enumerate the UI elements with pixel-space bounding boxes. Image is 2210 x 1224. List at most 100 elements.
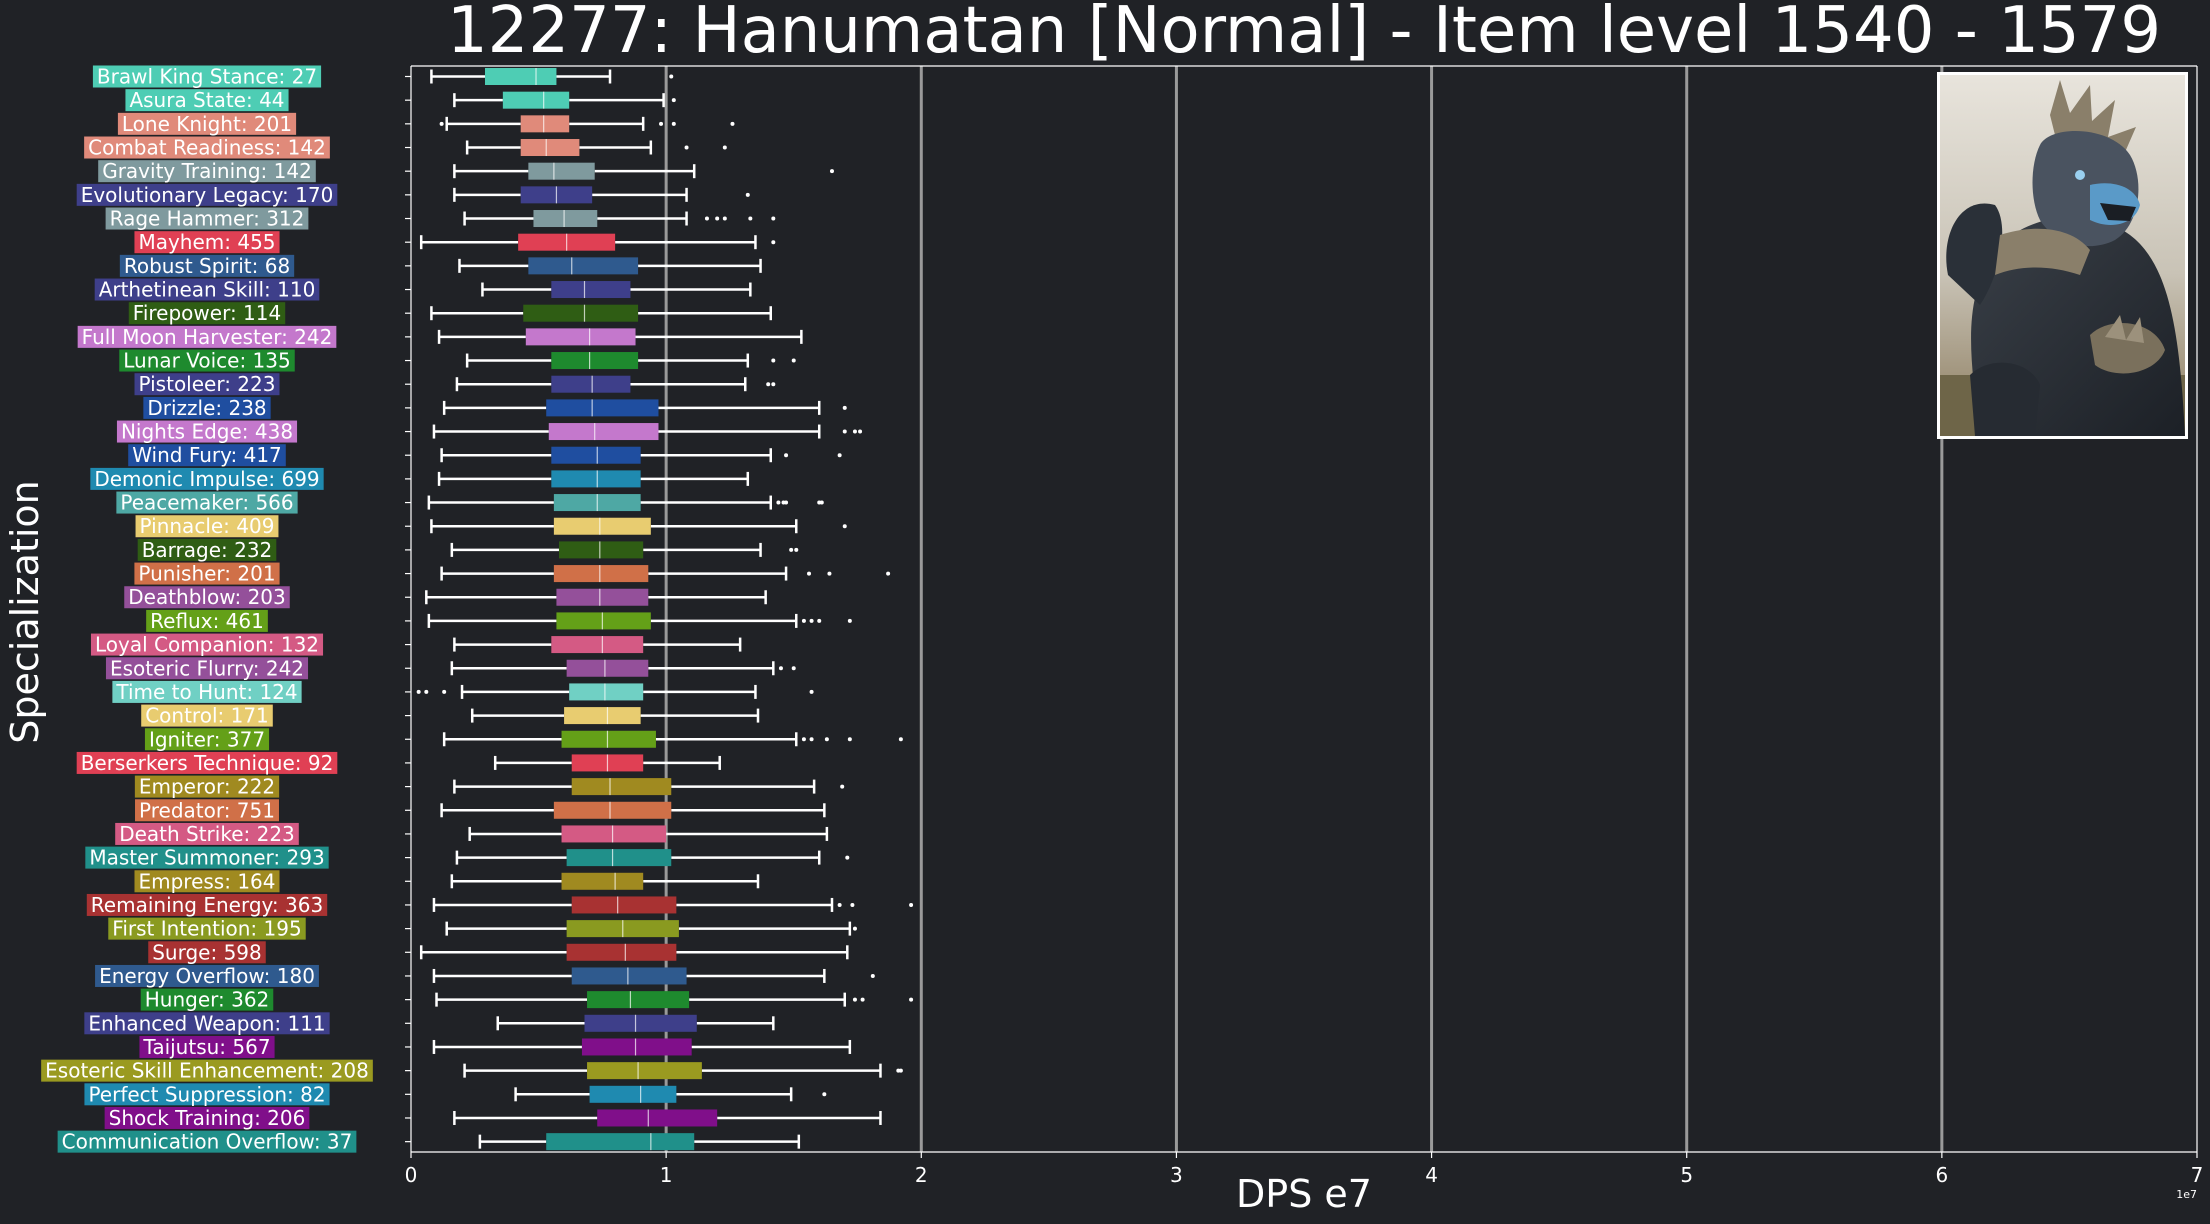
box <box>587 1062 702 1080</box>
y-tick-label: Deathblow: 203 <box>128 585 286 609</box>
outlier-point <box>684 145 689 150</box>
outlier-point <box>771 382 776 387</box>
y-tick-label: Barrage: 232 <box>142 538 273 562</box>
outlier-point <box>659 121 664 126</box>
y-tick-label: Lunar Voice: 135 <box>123 349 290 373</box>
y-tick-label-background <box>135 799 279 822</box>
boss-portrait-drawing <box>1940 75 2185 436</box>
y-tick-label: Time to Hunt: 124 <box>115 680 297 704</box>
y-tick-label-background <box>90 467 324 490</box>
outlier-point <box>860 997 865 1002</box>
outlier-point <box>845 855 850 860</box>
box <box>551 352 639 370</box>
y-tick-label-background <box>134 775 280 798</box>
y-tick-label: Berserkers Technique: 92 <box>81 751 334 775</box>
y-tick-label-background <box>119 349 295 372</box>
y-tick-label: Energy Overflow: 180 <box>99 964 315 988</box>
box <box>561 730 656 748</box>
y-tick-label-background <box>84 1012 330 1035</box>
box <box>528 257 639 275</box>
y-tick-label-background <box>105 207 309 230</box>
box <box>571 967 687 985</box>
box <box>533 210 598 228</box>
y-tick-label: Loyal Companion: 132 <box>95 633 319 657</box>
y-tick-label-background <box>85 846 329 869</box>
outlier-point <box>745 192 750 197</box>
y-tick-label: Hunger: 362 <box>145 988 270 1012</box>
y-tick-label-background <box>124 586 290 609</box>
box <box>589 1085 677 1103</box>
outlier-point <box>847 737 852 742</box>
y-tick-label-background <box>98 160 316 183</box>
box <box>520 139 580 157</box>
y-tick-label: Rage Hammer: 312 <box>110 207 305 231</box>
outlier-point <box>748 216 753 221</box>
outlier-point <box>850 902 855 907</box>
x-offset-label: 1e7 <box>2176 1188 2197 1201</box>
y-tick-label: Perfect Suppression: 82 <box>88 1082 325 1106</box>
y-tick-label: First Intention: 195 <box>112 917 301 941</box>
outlier-point <box>439 121 444 126</box>
outlier-point <box>840 784 845 789</box>
chart-title: 12277: Hanumatan [Normal] - Item level 1… <box>446 0 2162 68</box>
y-tick-label: Arthetinean Skill: 110 <box>99 278 316 302</box>
x-tick-label: 3 <box>1170 1163 1183 1187</box>
box <box>556 612 651 630</box>
box <box>502 91 570 109</box>
outlier-point <box>898 737 903 742</box>
y-tick-label-background <box>117 112 297 135</box>
outlier-point <box>886 571 891 576</box>
outlier-point <box>847 618 852 623</box>
outlier-point <box>852 429 857 434</box>
box <box>571 896 677 914</box>
y-tick-label-background <box>95 964 319 987</box>
box <box>566 943 677 961</box>
y-tick-label-background <box>134 231 280 254</box>
box <box>556 588 649 606</box>
box <box>587 991 690 1009</box>
y-tick-label-background <box>144 728 270 751</box>
box <box>551 446 641 464</box>
y-tick-label-background <box>143 396 271 419</box>
y-tick-label-background <box>105 657 309 680</box>
x-tick-label: 6 <box>1935 1163 1948 1187</box>
y-tick-label: Lone Knight: 201 <box>122 112 292 136</box>
y-tick-label-background <box>116 420 298 443</box>
y-tick-label-background <box>141 704 273 727</box>
y-tick-label-background <box>125 89 289 112</box>
y-tick-label-background <box>86 893 328 916</box>
outlier-point <box>909 997 914 1002</box>
box <box>597 1109 718 1127</box>
outlier-point <box>778 666 783 671</box>
box <box>525 328 636 346</box>
outlier-point <box>794 547 799 552</box>
box <box>561 872 644 890</box>
y-tick-label-background <box>77 325 337 348</box>
outlier-point <box>837 902 842 907</box>
y-tick-label-background <box>128 302 286 325</box>
x-tick-label: 7 <box>2191 1163 2204 1187</box>
y-tick-label: Wind Fury: 417 <box>132 443 282 467</box>
y-tick-label: Communication Overflow: 37 <box>62 1130 353 1154</box>
box <box>553 801 672 819</box>
y-tick-label: Remaining Energy: 363 <box>91 893 323 917</box>
box <box>551 375 631 393</box>
y-tick-label: Gravity Training: 142 <box>102 159 312 183</box>
x-tick-label: 0 <box>405 1163 418 1187</box>
outlier-point <box>842 405 847 410</box>
box <box>523 304 639 322</box>
box <box>566 849 672 867</box>
y-tick-label-background <box>112 680 302 703</box>
y-tick-label: Combat Readiness: 142 <box>88 136 326 160</box>
y-tick-label: Igniter: 377 <box>149 727 265 751</box>
y-tick-label: Predator: 751 <box>139 798 275 822</box>
y-tick-label-background <box>119 254 295 277</box>
outlier-point <box>704 216 709 221</box>
y-tick-label: Mayhem: 455 <box>138 230 275 254</box>
y-tick-label: Esoteric Skill Enhancement: 208 <box>45 1059 369 1083</box>
y-tick-label: Peacemaker: 566 <box>120 491 293 515</box>
boss-portrait-image <box>1937 72 2188 439</box>
outlier-point <box>791 666 796 671</box>
outlier-point <box>771 240 776 245</box>
y-tick-label-background <box>115 822 299 845</box>
